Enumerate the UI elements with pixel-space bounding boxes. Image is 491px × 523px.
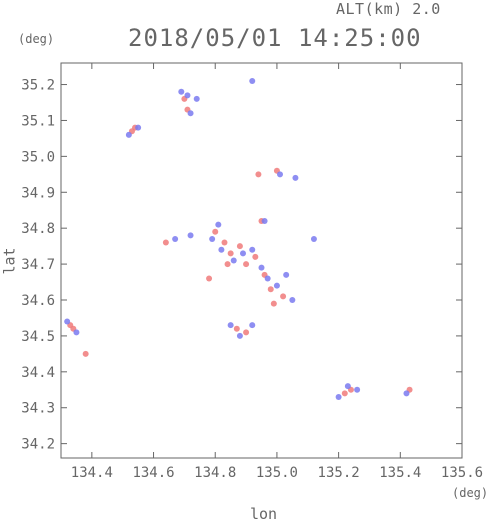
x-tick-label: 134.4: [71, 465, 113, 481]
data-point: [212, 228, 219, 235]
data-point: [227, 250, 234, 257]
data-point: [283, 271, 290, 278]
x-tick-label: 135.0: [256, 465, 298, 481]
x-tick-label: 135.4: [379, 465, 421, 481]
y-tick-label: 35.2: [21, 78, 55, 94]
data-point: [341, 390, 348, 397]
data-point: [218, 246, 225, 253]
y-tick-label: 35.1: [21, 113, 55, 129]
data-point: [354, 386, 361, 393]
data-point: [215, 221, 222, 228]
axes: 134.4 134.6 134.8 135.0 135.2 135.4 135.6 34.2 3…: [21, 62, 483, 481]
data-point: [267, 286, 274, 293]
data-point: [125, 131, 132, 138]
data-point: [206, 275, 213, 282]
y-tick-label: 34.4: [21, 365, 55, 381]
data-point: [243, 329, 250, 336]
data-point: [135, 124, 142, 131]
y-tick-label: 34.8: [21, 221, 55, 237]
data-point: [193, 95, 200, 102]
y-tick-label: 35.0: [21, 149, 55, 165]
data-point: [227, 322, 234, 329]
data-point: [162, 239, 169, 246]
data-point: [261, 218, 268, 224]
data-point: [289, 297, 296, 303]
y-tick-label: 34.3: [21, 401, 55, 417]
data-point: [249, 322, 256, 329]
x-tick-label: 135.6: [441, 465, 483, 481]
data-point: [187, 110, 194, 117]
x-tick-label: 134.6: [132, 465, 174, 481]
data-point: [403, 390, 410, 397]
data-point: [233, 325, 240, 332]
data-point: [221, 239, 228, 246]
data-point: [255, 171, 262, 178]
data-point: [236, 243, 243, 250]
x-unit-label: (deg): [452, 486, 489, 500]
data-point: [73, 329, 80, 336]
data-point: [310, 235, 317, 242]
data-point: [252, 253, 259, 260]
x-tick-label: 134.8: [194, 465, 236, 481]
data-point: [239, 250, 246, 257]
data-point: [209, 235, 216, 242]
data-point: [184, 92, 191, 99]
data-point: [249, 246, 256, 253]
y-tick-label: 34.7: [21, 257, 55, 273]
data-point: [344, 383, 351, 390]
data-point: [82, 350, 89, 357]
data-point: [273, 282, 280, 289]
data-point: [270, 300, 277, 307]
y-tick-label: 34.6: [21, 293, 55, 309]
data-point: [335, 393, 342, 400]
data-point: [280, 293, 287, 300]
y-tick-label: 34.9: [21, 185, 55, 201]
y-tick-label: 34.5: [21, 329, 55, 345]
data-point: [249, 77, 256, 84]
y-tick-label: 34.2: [21, 437, 55, 453]
y-unit-label: (deg): [18, 32, 55, 46]
plot-frame: [60, 62, 463, 459]
timestamp-title: 2018/05/01 14:25:00: [128, 24, 422, 52]
altitude-label: ALT(km) 2.0: [336, 0, 441, 18]
y-axis-label: lat: [0, 247, 19, 275]
data-point: [258, 264, 265, 271]
x-axis-label: lon: [250, 505, 278, 523]
data-point: [292, 174, 299, 181]
data-point: [243, 261, 250, 268]
data-point: [230, 257, 237, 264]
data-point: [64, 318, 71, 325]
x-tick-label: 135.2: [318, 465, 360, 481]
data-point: [224, 261, 231, 268]
data-point: [178, 88, 185, 95]
data-points: [64, 77, 413, 400]
data-point: [277, 171, 284, 178]
data-point: [264, 275, 271, 282]
data-point: [187, 232, 194, 239]
data-point: [236, 332, 243, 339]
data-point: [172, 235, 179, 242]
